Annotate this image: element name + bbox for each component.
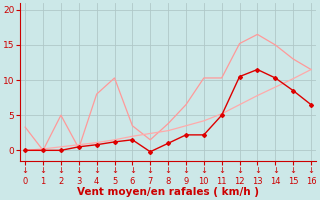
X-axis label: Vent moyen/en rafales ( km/h ): Vent moyen/en rafales ( km/h ) (77, 187, 259, 197)
